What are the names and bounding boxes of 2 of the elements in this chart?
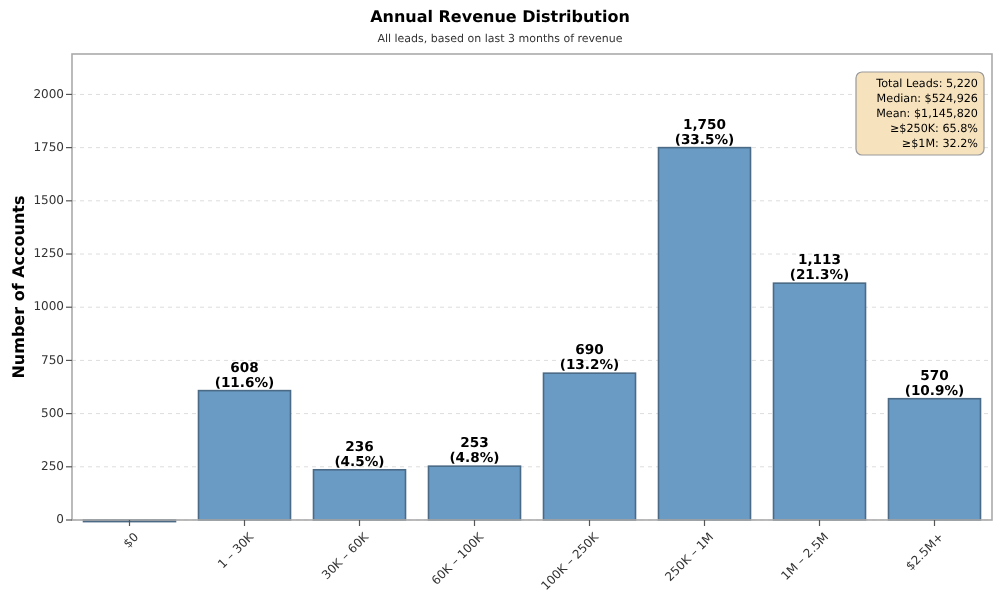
- y-axis-title: Number of Accounts: [10, 195, 29, 379]
- chart-title: Annual Revenue Distribution: [370, 8, 631, 27]
